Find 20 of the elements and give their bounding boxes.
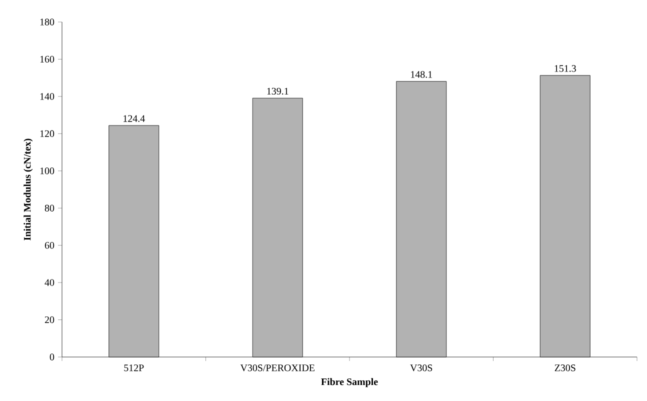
data-label: 139.1 — [267, 88, 288, 95]
data-label: 151.3 — [554, 65, 576, 72]
data-label: 148.1 — [411, 71, 432, 78]
y-tick-label: 60 — [44, 242, 54, 249]
y-tick-label: 20 — [44, 316, 54, 324]
y-tick-label: 40 — [44, 279, 54, 286]
x-tick-label: V30S — [410, 364, 432, 372]
y-axis-title: Initial Modulus (cN/tex) — [24, 138, 33, 240]
y-tick-label: 140 — [40, 93, 54, 100]
y-tick-label: 0 — [50, 354, 54, 360]
y-tick-label: 160 — [40, 56, 54, 63]
y-tick-label: 120 — [40, 130, 54, 138]
y-tick-label: 100 — [40, 168, 54, 174]
x-tick-label: Z30S — [554, 364, 576, 372]
y-tick-label: 180 — [40, 18, 54, 26]
y-tick-label: 80 — [44, 204, 54, 212]
x-tick-label: 512P — [124, 364, 144, 372]
data-label: 124.4 — [124, 115, 145, 122]
x-axis-title: Fibre Sample — [321, 378, 378, 388]
x-tick-label: V30S/PEROXIDE — [240, 364, 314, 372]
